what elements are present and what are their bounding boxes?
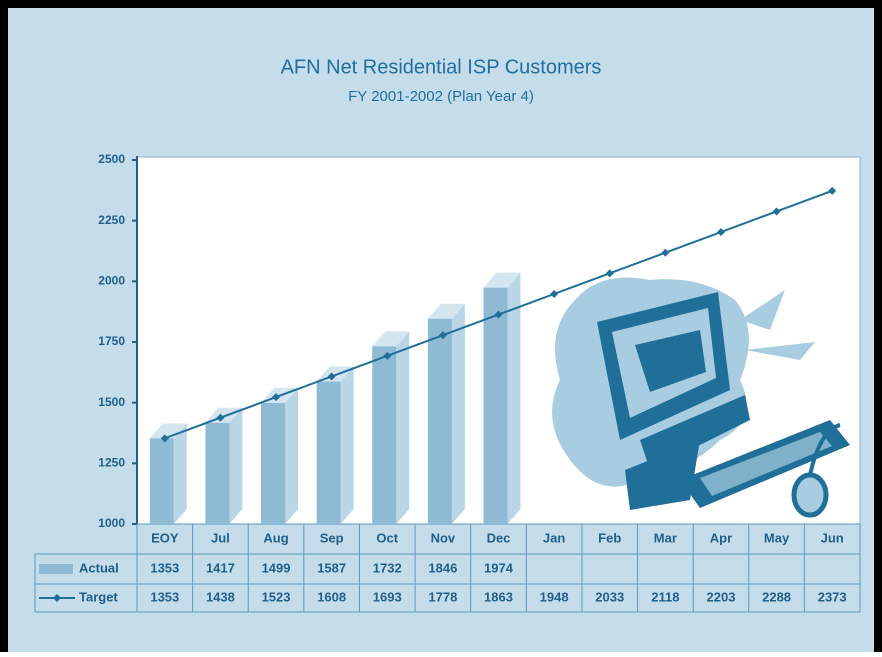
bar (427, 303, 465, 524)
table-value: 1732 (373, 560, 402, 575)
table-value: 1417 (206, 560, 235, 575)
target-marker (716, 228, 725, 237)
bar-side (340, 366, 354, 524)
bar-side (173, 423, 187, 524)
bar (149, 423, 187, 524)
bar-side (285, 387, 299, 524)
table-value: 2373 (818, 589, 847, 604)
bar (316, 366, 354, 524)
bar-top (483, 272, 521, 288)
table-value: 2118 (651, 589, 679, 604)
bar (483, 272, 521, 524)
target-marker (661, 248, 670, 257)
y-tick-label: 2000 (98, 274, 125, 288)
bar (205, 407, 243, 524)
y-tick-label: 2250 (98, 213, 125, 227)
target-marker (272, 393, 281, 402)
x-tick-label: Feb (598, 530, 621, 545)
target-marker (160, 434, 169, 443)
x-tick-label: Oct (376, 530, 398, 545)
table-value: 2033 (595, 589, 624, 604)
y-tick-label: 2500 (98, 152, 125, 166)
x-tick-label: Mar (654, 530, 677, 545)
table-value: 1353 (150, 589, 179, 604)
bar-front (316, 381, 341, 524)
chart-subtitle: FY 2001-2002 (Plan Year 4) (348, 88, 534, 105)
target-marker (327, 372, 336, 381)
target-marker (828, 186, 837, 195)
x-tick-label: Jun (821, 530, 844, 545)
table-value: 1523 (262, 589, 291, 604)
legend-marker (53, 594, 61, 602)
legend-label: Actual (79, 560, 119, 575)
table-value: 1499 (262, 560, 291, 575)
table-value: 1353 (150, 560, 179, 575)
table-value: 1587 (317, 560, 346, 575)
bar-side (396, 331, 410, 524)
legend-label: Target (79, 589, 118, 604)
table-value: 1948 (540, 589, 569, 604)
target-marker (550, 289, 559, 298)
table-value: 1438 (206, 589, 235, 604)
bar-front (372, 346, 397, 524)
bar-side (229, 407, 243, 524)
table-value: 1846 (428, 560, 457, 575)
target-marker (216, 413, 225, 422)
bar-front (483, 287, 508, 524)
x-tick-label: Dec (487, 530, 511, 545)
bar (261, 387, 299, 524)
table-value: 1974 (484, 560, 514, 575)
legend-swatch (39, 564, 73, 574)
table-value: 1608 (317, 589, 346, 604)
table-value: 1778 (428, 589, 457, 604)
table-value: 2203 (707, 589, 736, 604)
bar (372, 331, 410, 524)
target-marker (383, 351, 392, 360)
target-marker (438, 331, 447, 340)
target-marker (494, 310, 503, 319)
target-marker (772, 207, 781, 216)
y-tick-label: 1000 (98, 516, 125, 530)
bar-front (427, 318, 452, 524)
x-tick-label: Jul (211, 530, 230, 545)
bar-top (149, 423, 187, 439)
x-tick-label: Aug (263, 530, 288, 545)
bar-front (149, 438, 174, 524)
x-tick-label: Apr (710, 530, 732, 545)
bar-side (451, 303, 465, 524)
y-tick-label: 1250 (98, 456, 125, 470)
bar-side (507, 272, 521, 524)
target-marker (605, 269, 614, 278)
x-tick-label: Jan (543, 530, 565, 545)
table-value: 2288 (762, 589, 791, 604)
bar-front (205, 422, 230, 524)
bar-top (372, 331, 410, 347)
computer-clipart (552, 277, 850, 518)
x-tick-label: EOY (151, 530, 179, 545)
x-tick-label: May (764, 530, 790, 545)
y-tick-label: 1750 (98, 334, 125, 348)
table-value: 1863 (484, 589, 513, 604)
table-value: 1693 (373, 589, 402, 604)
y-tick-label: 1500 (98, 395, 125, 409)
bar-top (427, 303, 465, 319)
chart-title: AFN Net Residential ISP Customers (281, 56, 602, 78)
x-tick-label: Sep (320, 530, 344, 545)
bar-front (261, 402, 286, 524)
x-tick-label: Nov (431, 530, 456, 545)
